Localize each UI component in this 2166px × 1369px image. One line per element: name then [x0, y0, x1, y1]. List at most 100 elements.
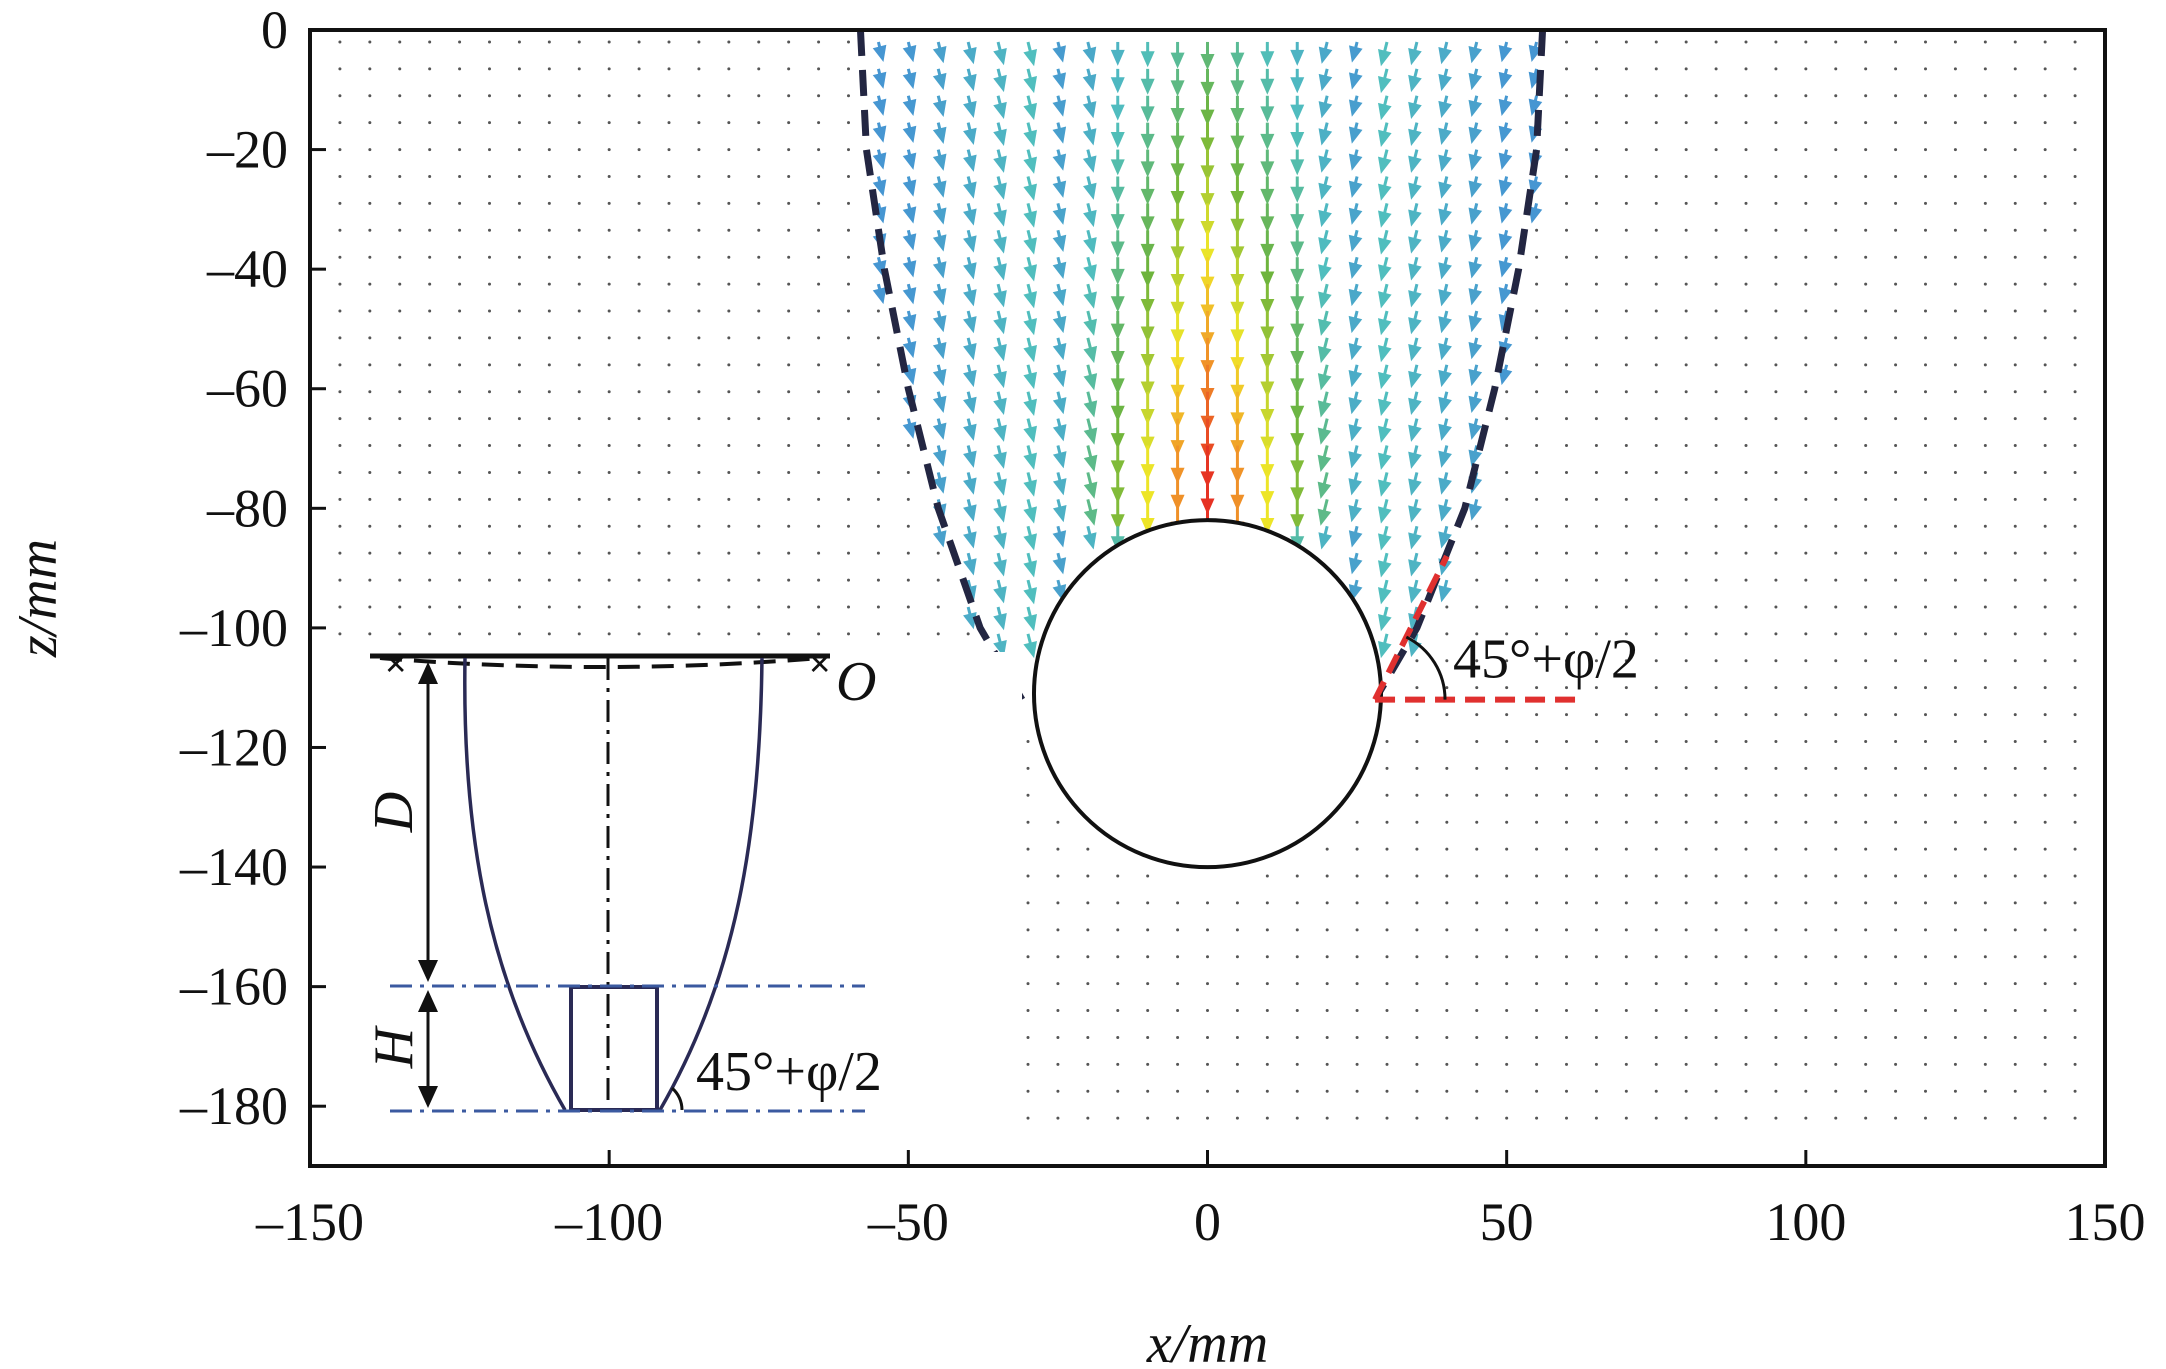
- vector-arrowhead: [1110, 487, 1125, 504]
- vector-dot: [1176, 1009, 1180, 1013]
- vector-dot: [607, 201, 611, 205]
- vector-dot: [338, 363, 342, 367]
- vector-dot: [1894, 390, 1898, 394]
- vector-dot: [517, 605, 521, 609]
- vector-dot: [637, 551, 641, 555]
- vector-dot: [1894, 201, 1898, 205]
- vector-arrowhead: [1052, 207, 1067, 225]
- vector-dot: [428, 632, 432, 636]
- vector-dot: [1654, 201, 1658, 205]
- vector-arrowhead: [902, 260, 917, 278]
- vector-dot: [1894, 444, 1898, 448]
- vector-dot: [1834, 551, 1838, 555]
- vector-dot: [667, 524, 671, 528]
- vector-dot: [1505, 793, 1509, 797]
- vector-dot: [458, 524, 462, 528]
- vector-arrowhead: [1378, 452, 1392, 470]
- vector-dot: [607, 94, 611, 98]
- vector-arrowhead: [932, 126, 947, 144]
- vector-dot: [1325, 1116, 1329, 1120]
- vector-dot: [757, 417, 761, 421]
- vector-dot: [1953, 1062, 1957, 1066]
- vector-dot: [1684, 255, 1688, 259]
- vector-dot: [1894, 497, 1898, 501]
- vector-arrowhead: [1200, 109, 1215, 126]
- vector-dot: [1774, 739, 1778, 743]
- vector-dot: [757, 201, 761, 205]
- vector-arrowhead: [1468, 315, 1483, 333]
- vector-dot: [1864, 551, 1868, 555]
- vector-dot: [906, 632, 910, 636]
- vector-dot: [398, 363, 402, 367]
- vector-dot: [488, 605, 491, 609]
- vector-dot: [1594, 390, 1598, 394]
- vector-dot: [1594, 739, 1598, 743]
- vector-dot: [1654, 40, 1658, 44]
- vector-dot: [1744, 1116, 1748, 1120]
- vector-arrowhead: [1438, 316, 1452, 334]
- vector-dot: [398, 148, 402, 152]
- vector-arrowhead: [993, 74, 1007, 93]
- vector-dot: [1744, 982, 1748, 986]
- vector-arrowhead: [1318, 182, 1332, 200]
- vector-dot: [1505, 820, 1509, 824]
- vector-dot: [637, 201, 641, 205]
- vector-dot: [2043, 820, 2047, 824]
- vector-dot: [1714, 578, 1718, 582]
- vector-dot: [338, 121, 342, 125]
- vector-dot: [1983, 901, 1987, 905]
- vector-dot: [787, 444, 791, 448]
- vector-dot: [697, 444, 701, 448]
- vector-dot: [1983, 686, 1987, 690]
- vector-arrowhead: [932, 530, 947, 548]
- vector-dot: [2043, 255, 2047, 259]
- vector-dot: [1475, 847, 1479, 851]
- vector-dot: [1325, 1009, 1329, 1013]
- vector-arrowhead: [1052, 234, 1067, 252]
- vector-dot: [1206, 1089, 1209, 1093]
- vector-dot: [517, 470, 521, 474]
- vector-dot: [2013, 444, 2017, 448]
- vector-arrowhead: [932, 449, 947, 467]
- vector-dot: [1535, 390, 1539, 394]
- vector-dot: [1654, 874, 1658, 878]
- vector-dot: [1983, 148, 1987, 152]
- vector-dot: [488, 148, 491, 152]
- vector-dot: [488, 390, 491, 394]
- vector-dot: [2043, 847, 2047, 851]
- vector-arrowhead: [993, 209, 1007, 227]
- vector-dot: [1774, 1116, 1778, 1120]
- vector-dot: [1505, 390, 1509, 394]
- vector-dot: [1924, 282, 1927, 286]
- vector-dot: [517, 121, 521, 125]
- vector-dot: [637, 67, 641, 71]
- vector-dot: [1983, 255, 1987, 259]
- vector-dot: [368, 336, 372, 340]
- vector-dot: [697, 67, 701, 71]
- vector-dot: [1624, 336, 1628, 340]
- vector-arrowhead: [1052, 72, 1067, 90]
- vector-dot: [1176, 1116, 1180, 1120]
- vector-dot: [727, 578, 731, 582]
- vector-dot: [1505, 874, 1509, 878]
- vector-dot: [1086, 1116, 1090, 1120]
- vector-dot: [757, 282, 761, 286]
- vector-arrowhead: [1378, 156, 1392, 174]
- vector-dot: [1535, 444, 1539, 448]
- vector-dot: [1445, 1035, 1449, 1039]
- vector-dot: [1535, 255, 1539, 259]
- vector-dot: [1475, 820, 1479, 824]
- vector-dot: [1415, 713, 1419, 717]
- vector-dot: [1744, 148, 1748, 152]
- vector-dot: [1864, 1116, 1868, 1120]
- vector-arrowhead: [1348, 126, 1363, 144]
- vector-dot: [428, 470, 432, 474]
- vector-dot: [368, 417, 372, 421]
- vector-dot: [1355, 1089, 1359, 1093]
- vector-dot: [1594, 955, 1598, 959]
- vector-dot: [667, 444, 671, 448]
- vector-dot: [1983, 1089, 1987, 1093]
- vector-dot: [1565, 363, 1568, 367]
- vector-dot: [1774, 174, 1778, 178]
- vector-arrowhead: [1170, 246, 1185, 263]
